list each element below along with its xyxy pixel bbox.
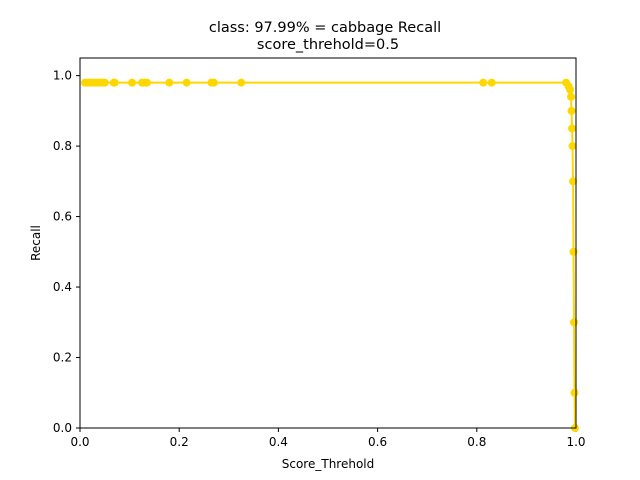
data-point — [209, 78, 218, 87]
data-point — [128, 78, 137, 87]
y-axis-ticks: 0.0 0.2 0.4 0.6 0.8 1.0 — [53, 69, 80, 435]
data-point — [487, 78, 496, 87]
x-tick-label: 0.6 — [368, 435, 387, 449]
data-point — [568, 142, 577, 151]
data-point — [110, 78, 119, 87]
data-point — [568, 124, 577, 133]
x-tick-label: 1.0 — [566, 435, 585, 449]
y-axis-label: Recall — [29, 225, 43, 261]
x-tick-label: 0.8 — [467, 435, 486, 449]
y-tick-label: 0.6 — [53, 210, 72, 224]
data-point — [569, 177, 578, 186]
y-tick-label: 0.2 — [53, 351, 72, 365]
data-point — [142, 78, 151, 87]
x-tick-label: 0.4 — [269, 435, 288, 449]
data-point — [182, 78, 191, 87]
x-tick-label: 0.2 — [170, 435, 189, 449]
plot-area — [80, 58, 576, 428]
plot-frame — [79, 57, 577, 429]
data-point — [566, 85, 575, 94]
data-point — [165, 78, 174, 87]
data-point — [567, 92, 576, 101]
data-point — [100, 78, 109, 87]
chart-title-line1: class: 97.99% = cabbage Recall — [209, 20, 441, 36]
chart-title-line2: score_threhold=0.5 — [257, 37, 399, 53]
x-axis-ticks: 0.0 0.2 0.4 0.6 0.8 1.0 — [70, 428, 586, 449]
data-point — [570, 318, 579, 327]
data-point — [567, 106, 576, 115]
data-point — [237, 78, 246, 87]
x-axis-label: Score_Threhold — [282, 457, 375, 471]
data-point — [570, 388, 579, 397]
y-tick-label: 0.0 — [53, 421, 72, 435]
y-tick-label: 0.8 — [53, 139, 72, 153]
series-layer — [80, 78, 580, 432]
y-tick-label: 1.0 — [53, 69, 72, 83]
x-tick-label: 0.0 — [70, 435, 89, 449]
data-point — [479, 78, 488, 87]
y-tick-label: 0.4 — [53, 280, 72, 294]
